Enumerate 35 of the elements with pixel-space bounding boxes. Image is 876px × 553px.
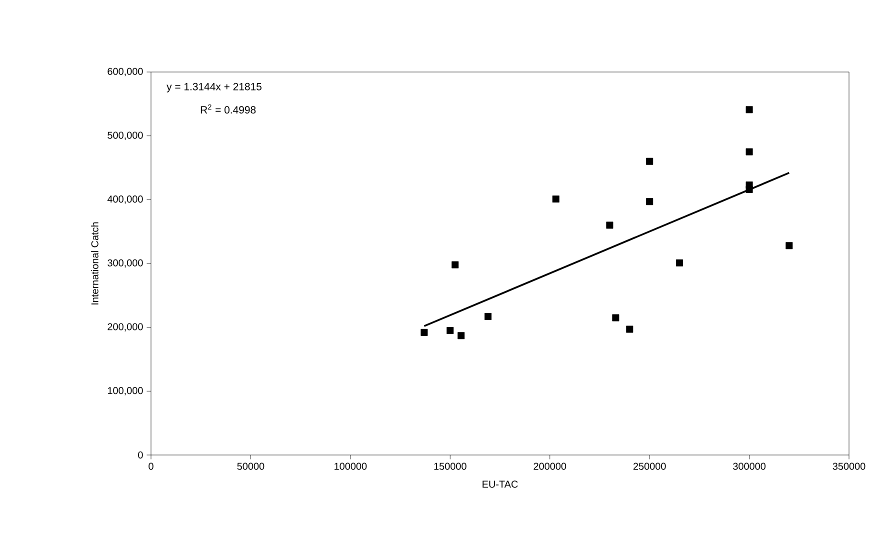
point: [786, 242, 793, 250]
point: [626, 326, 634, 333]
point: [552, 196, 560, 203]
y-tick-label: 600,000: [108, 68, 143, 76]
point: [484, 312, 492, 320]
annotation: y = 1.3144x + 21815: [166, 82, 262, 92]
point: [646, 158, 654, 165]
y-tick-label: 400,000: [107, 196, 143, 204]
point: [646, 198, 654, 206]
y-tick-label: 300,000: [108, 259, 143, 268]
point: [676, 259, 683, 266]
y-tick-label: 0: [138, 451, 143, 459]
point: [452, 261, 459, 268]
point: [446, 327, 454, 334]
x-tick-label: 150000: [434, 462, 466, 470]
point: [612, 314, 620, 322]
x-tick-label: 100000: [334, 462, 367, 470]
point: [420, 328, 428, 336]
x-tick-label: 0: [148, 462, 154, 470]
y-tick-label: 500,000: [108, 132, 143, 140]
x-tick-label: 300000: [733, 462, 766, 470]
y-tick-label: 100,000: [108, 387, 143, 396]
point: [746, 148, 753, 156]
y-axis-title: International Catch: [91, 222, 98, 304]
x-tick-label: 250000: [633, 462, 666, 470]
annotation: R$^{2}$ = 0.4998: [200, 104, 256, 114]
x-axis-title: EU-TAC: [482, 480, 518, 488]
point: [606, 222, 614, 229]
point: [458, 332, 465, 340]
point: [746, 106, 753, 114]
y-tick-label: 200,000: [108, 323, 143, 332]
x-tick-label: 350000: [832, 462, 866, 470]
x-tick-label: 50000: [237, 462, 264, 470]
x-tick-label: 200000: [534, 462, 566, 470]
point: [746, 186, 753, 193]
